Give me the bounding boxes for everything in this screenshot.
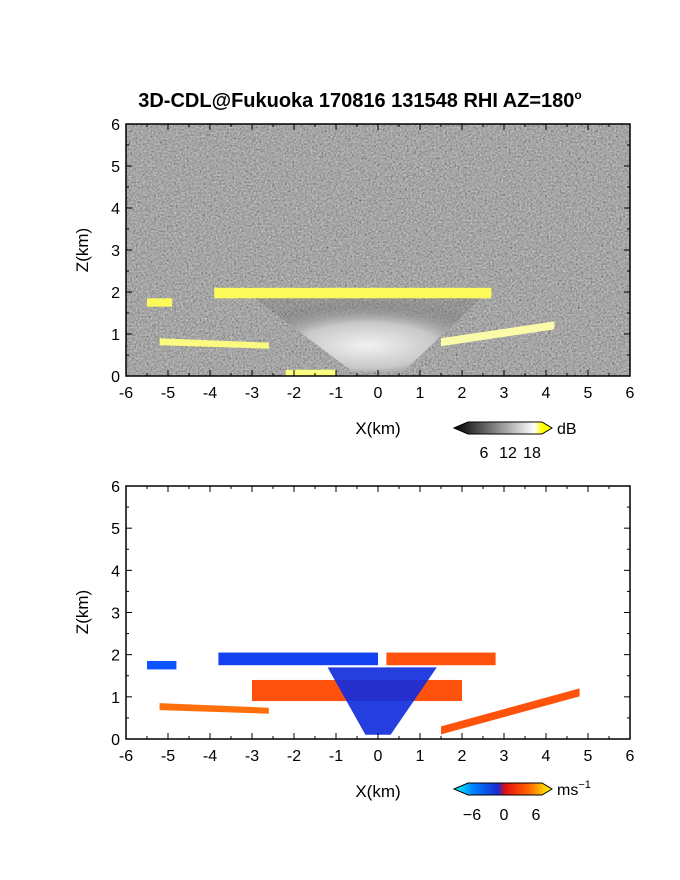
intensity-ytick-label: 4 [111, 201, 120, 218]
intensity-xtick-label: 4 [542, 385, 551, 402]
velocity-feature [386, 652, 496, 666]
intensity-colorbar-tick-label: 18 [523, 445, 541, 462]
intensity-marks [147, 287, 555, 376]
intensity-ytick-label: 6 [111, 117, 120, 134]
velocity-xtick-label: -4 [203, 748, 217, 765]
velocity-ytick-label: 5 [111, 521, 120, 538]
intensity-axes: -6 -5 -4 -3 -2 -1 0 1 2 3 4 5 6 0 1 2 3 4 5 6 [111, 117, 634, 402]
intensity-feature [285, 369, 336, 376]
velocity-xtick-label: 2 [458, 748, 467, 765]
intensity-ylabel: Z(km) [73, 228, 92, 272]
velocity-xtick-label: 6 [626, 748, 635, 765]
intensity-xtick-label: 0 [374, 385, 383, 402]
intensity-xtick-label: -1 [329, 385, 343, 402]
velocity-xtick-label: 3 [500, 748, 509, 765]
velocity-xtick-label: 0 [374, 748, 383, 765]
velocity-xtick-label: -6 [119, 748, 133, 765]
velocity-panel: -6 -5 -4 -3 -2 -1 0 1 2 3 4 5 6 0 1 2 3 4 5 6 X(km) Z(km) m… [73, 479, 635, 824]
velocity-marks [147, 652, 580, 735]
velocity-xtick-label: -5 [161, 748, 175, 765]
velocity-ytick-label: 4 [111, 563, 120, 580]
velocity-xtick-label: 5 [584, 748, 593, 765]
intensity-xtick-label: -5 [161, 385, 175, 402]
velocity-feature [441, 688, 580, 735]
chart-title: 3D-CDL@Fukuoka 170816 131548 RHI AZ=180o [138, 88, 582, 112]
intensity-feature [441, 321, 555, 347]
velocity-feature [327, 667, 437, 735]
velocity-ytick-label: 0 [111, 732, 120, 749]
velocity-feature [159, 703, 269, 714]
velocity-colorbar-tick-label: −6 [463, 807, 481, 824]
velocity-axes: -6 -5 -4 -3 -2 -1 0 1 2 3 4 5 6 0 1 2 3 4 5 6 [111, 479, 634, 765]
velocity-xtick-label: 4 [542, 748, 551, 765]
intensity-ytick-label: 3 [111, 243, 120, 260]
velocity-colorbar: ms−1 −6 0 6 [452, 779, 591, 824]
velocity-ylabel: Z(km) [73, 590, 92, 634]
velocity-ytick-label: 3 [111, 606, 120, 623]
intensity-cone-glow [252, 296, 483, 372]
velocity-xlabel: X(km) [355, 782, 400, 801]
intensity-colorbar-unit: dB [557, 421, 577, 438]
velocity-colorbar-unit: ms−1 [557, 779, 591, 799]
velocity-xtick-label: -2 [287, 748, 301, 765]
velocity-colorbar-tick-label: 0 [500, 807, 509, 824]
intensity-xtick-label: 2 [458, 385, 467, 402]
velocity-feature [147, 660, 177, 670]
velocity-ytick-label: 1 [111, 690, 120, 707]
intensity-xtick-label: -3 [245, 385, 259, 402]
intensity-feature [147, 298, 173, 307]
intensity-ytick-label: 0 [111, 369, 120, 386]
velocity-xtick-label: 1 [416, 748, 425, 765]
velocity-ytick-label: 2 [111, 648, 120, 665]
intensity-xtick-label: -2 [287, 385, 301, 402]
intensity-ytick-label: 5 [111, 159, 120, 176]
intensity-colorbar-bar [452, 421, 553, 435]
intensity-xtick-label: 1 [416, 385, 425, 402]
velocity-ytick-label: 6 [111, 479, 120, 496]
intensity-xtick-label: 5 [584, 385, 593, 402]
velocity-xtick-label: -3 [245, 748, 259, 765]
intensity-xtick-label: -6 [119, 385, 133, 402]
intensity-feature [214, 287, 492, 299]
velocity-colorbar-bar [452, 782, 553, 796]
intensity-xtick-label: -4 [203, 385, 217, 402]
intensity-colorbar: dB 6 12 18 [452, 421, 577, 462]
intensity-ytick-label: 2 [111, 285, 120, 302]
velocity-colorbar-tick-label: 6 [532, 807, 541, 824]
intensity-xlabel: X(km) [355, 419, 400, 438]
velocity-feature [218, 652, 378, 666]
velocity-xtick-label: -1 [329, 748, 343, 765]
intensity-colorbar-tick-label: 6 [480, 445, 489, 462]
intensity-xtick-label: 6 [626, 385, 635, 402]
intensity-ytick-label: 1 [111, 327, 120, 344]
intensity-xtick-label: 3 [500, 385, 509, 402]
intensity-feature [159, 338, 269, 349]
intensity-colorbar-tick-label: 12 [499, 445, 517, 462]
